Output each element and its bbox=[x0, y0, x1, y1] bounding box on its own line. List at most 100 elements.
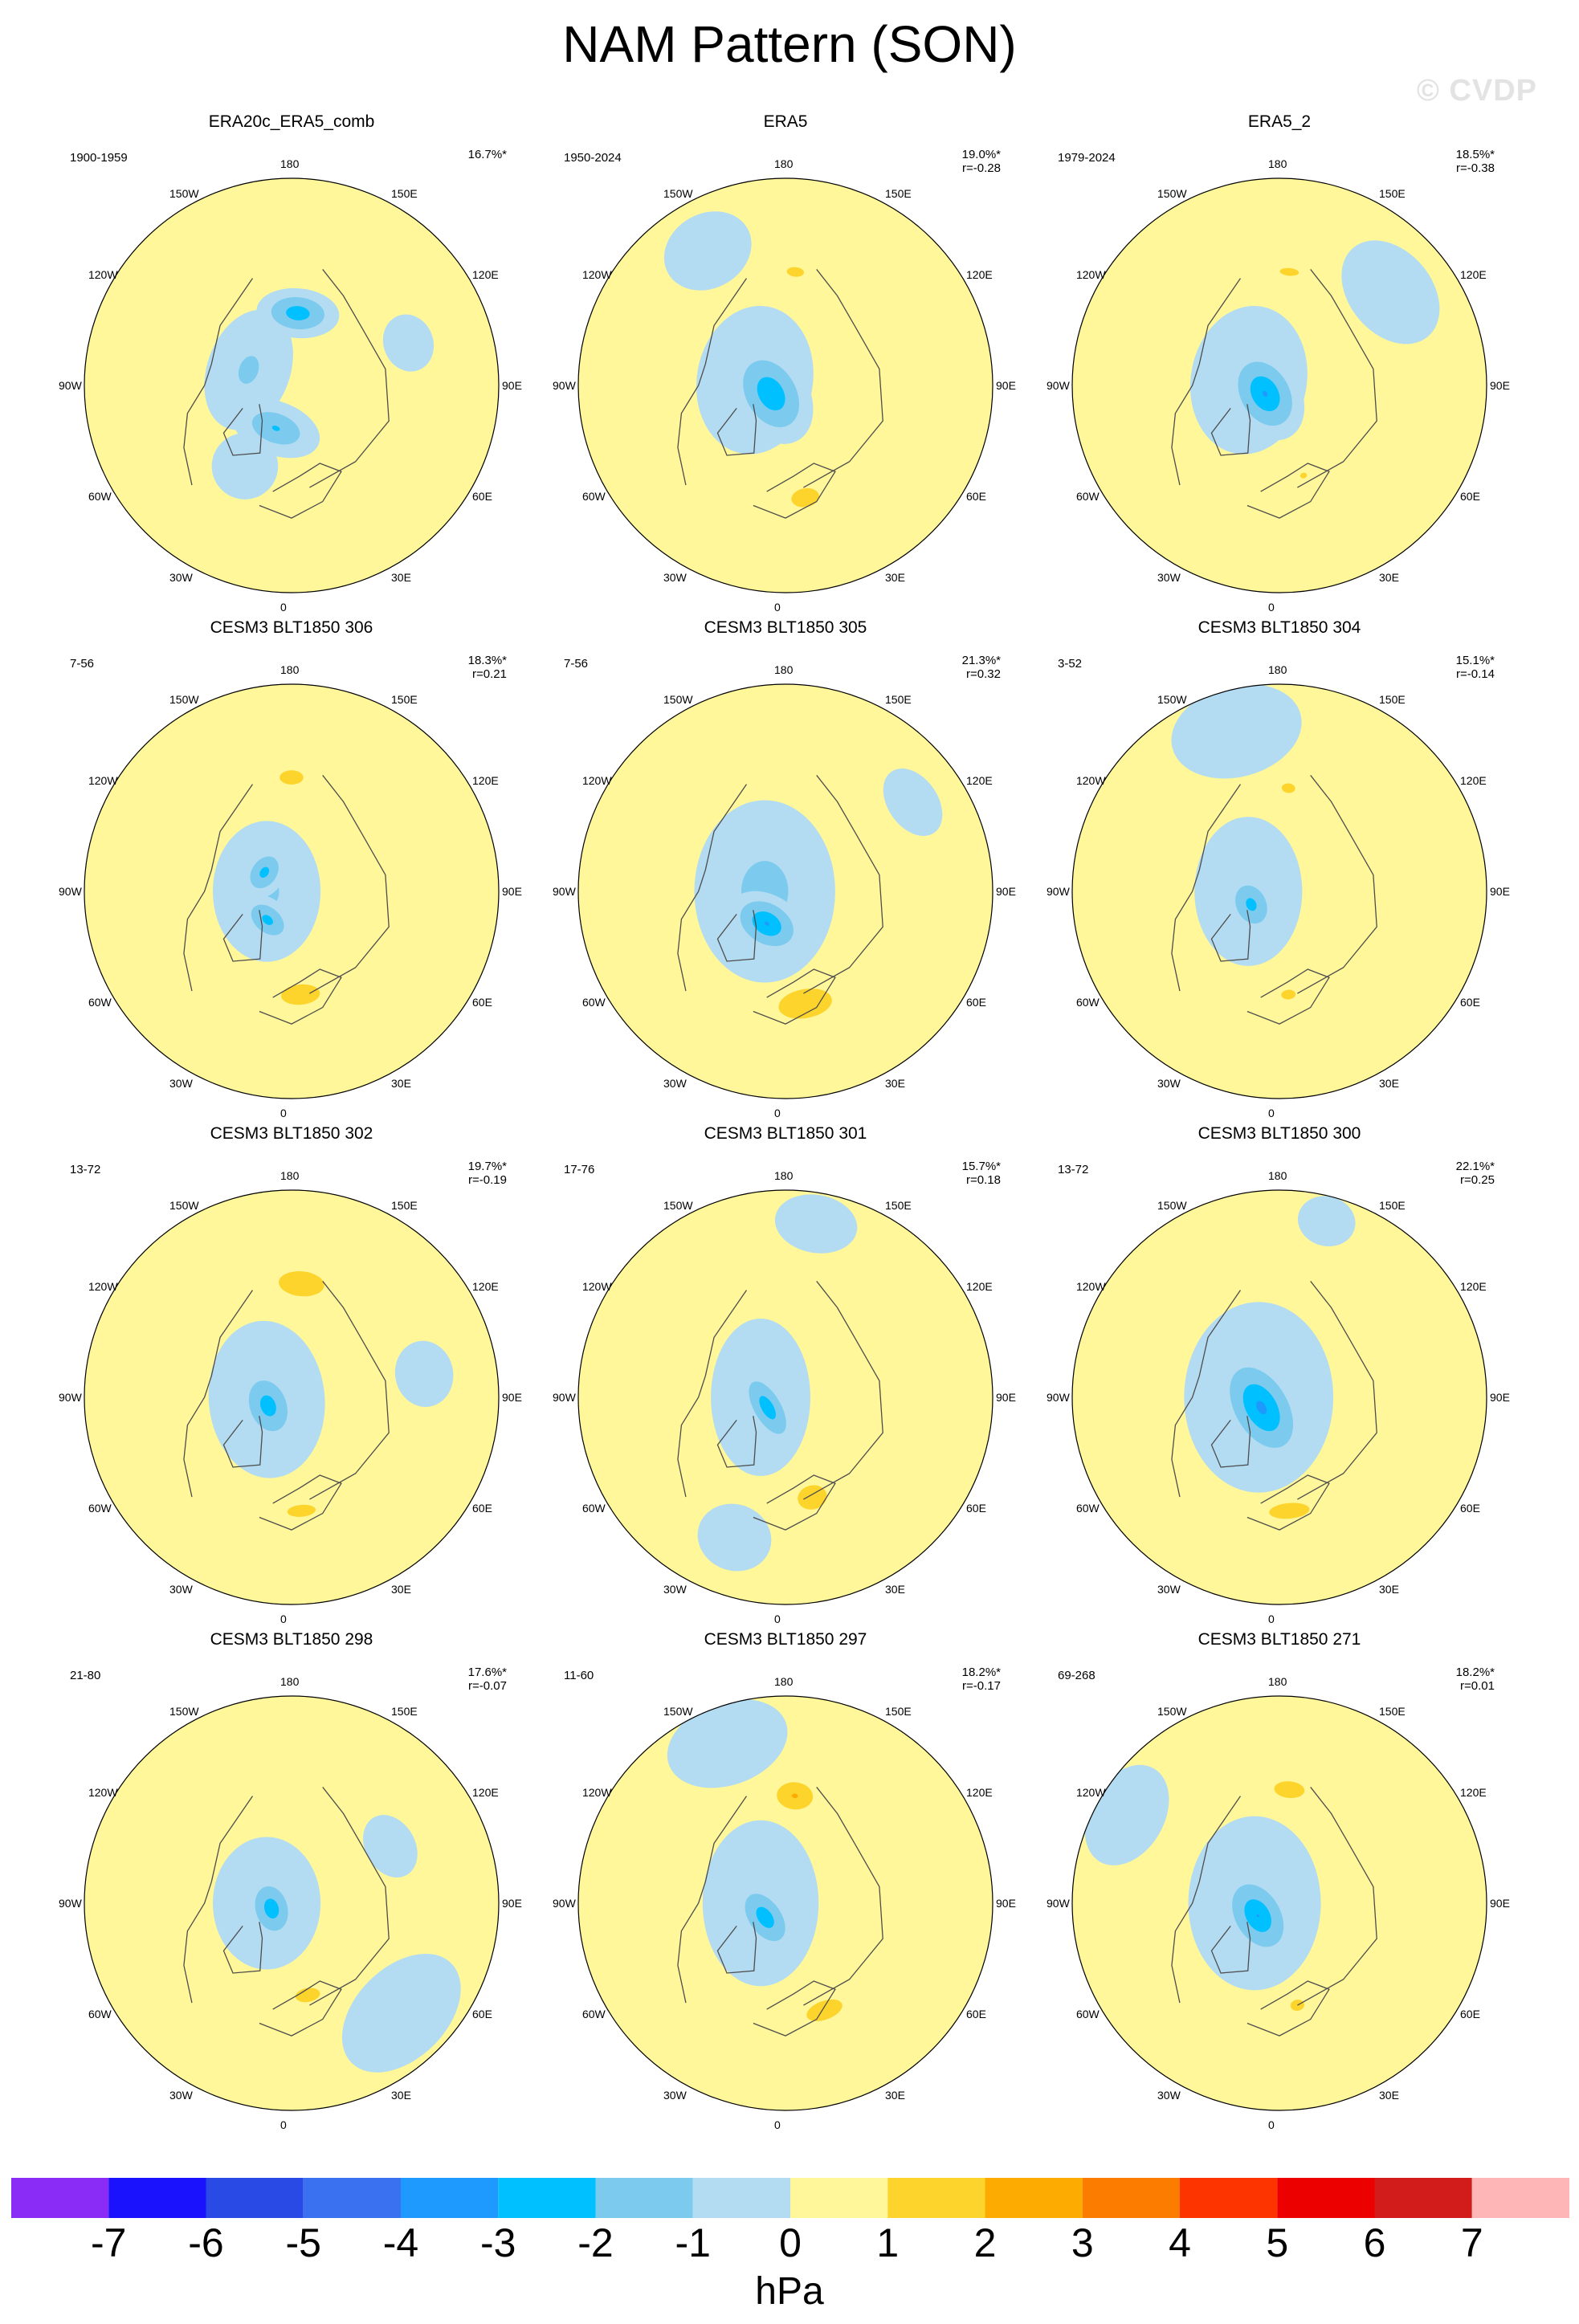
positive-anomaly bbox=[775, 756, 817, 787]
colorbar-tick: -2 bbox=[577, 2220, 614, 2265]
lon-label: 30W bbox=[1157, 1077, 1181, 1091]
lon-label: 30W bbox=[663, 2089, 687, 2102]
map-panel: CESM3 BLT1850 304 3-52 15.1%* r=-0.14 180 150… bbox=[1022, 618, 1536, 1124]
panel-pct: 18.2%* bbox=[961, 1666, 1001, 1679]
background-field bbox=[84, 178, 499, 593]
colorbar-swatch bbox=[108, 2178, 206, 2218]
panel-title: CESM3 BLT1850 297 bbox=[704, 1630, 867, 1649]
lon-label: 150W bbox=[663, 186, 693, 200]
colorbar-tick: 2 bbox=[973, 2220, 997, 2265]
lon-label: 90W bbox=[59, 379, 82, 392]
negative-anomaly bbox=[238, 356, 259, 384]
panel-title: CESM3 BLT1850 271 bbox=[1198, 1630, 1361, 1649]
coastline bbox=[716, 1416, 757, 1468]
negative-anomaly bbox=[1246, 898, 1257, 911]
lon-label: 150W bbox=[1157, 1198, 1187, 1212]
panel-pct: 18.3%* bbox=[467, 654, 507, 667]
colorbar-tick: -6 bbox=[188, 2220, 224, 2265]
panel-variance: 18.3%* r=0.21 bbox=[468, 654, 507, 681]
panel-pct: 19.0%* bbox=[961, 148, 1001, 161]
colorbar-swatch bbox=[303, 2178, 401, 2218]
lon-label: 60E bbox=[966, 490, 986, 503]
lon-label: 150E bbox=[885, 1198, 912, 1212]
positive-anomaly bbox=[1269, 1502, 1310, 1519]
panel-years: 7-56 bbox=[70, 657, 95, 671]
colorbar-tick: 6 bbox=[1363, 2220, 1386, 2265]
lon-label: 60W bbox=[581, 996, 606, 1009]
positive-anomaly bbox=[279, 1271, 324, 1297]
map-panel: CESM3 BLT1850 300 13-72 22.1%* r=0.25 180 150… bbox=[1022, 1124, 1536, 1630]
lon-label: 150E bbox=[885, 692, 912, 706]
lon-label: 30W bbox=[663, 571, 687, 585]
map-border bbox=[1071, 1189, 1487, 1605]
map-panel: CESM3 BLT1850 297 11-60 18.2%* r=-0.17 180 15… bbox=[528, 1630, 1042, 2136]
positive-anomaly bbox=[1274, 1781, 1305, 1799]
lon-label: 30E bbox=[885, 571, 905, 585]
coastline bbox=[259, 1980, 342, 2037]
map-panel: CESM3 BLT1850 305 7-56 21.3%* r=0.32 180 150E… bbox=[528, 618, 1042, 1124]
panel-pct: 22.1%* bbox=[1455, 1160, 1495, 1173]
lon-label: 150E bbox=[1379, 692, 1406, 706]
lon-label: 90E bbox=[502, 885, 522, 898]
lon-label: 30W bbox=[1157, 571, 1181, 585]
panel-variance: 21.3%* r=0.32 bbox=[962, 654, 1001, 681]
positive-anomaly bbox=[798, 1485, 827, 1510]
negative-anomaly bbox=[1256, 1914, 1259, 1918]
panel-corr: r=-0.14 bbox=[1456, 667, 1495, 681]
colorbar-swatch bbox=[1277, 2178, 1375, 2218]
coastline bbox=[677, 784, 748, 992]
lon-label: 150W bbox=[663, 1198, 693, 1212]
lon-label: 0 bbox=[1268, 601, 1275, 614]
coastline bbox=[1171, 784, 1242, 992]
lon-label: 0 bbox=[280, 1613, 287, 1625]
colorbar-tick: -3 bbox=[480, 2220, 516, 2265]
coastline bbox=[753, 1980, 836, 2037]
panel-title: ERA5 bbox=[763, 112, 808, 131]
negative-anomaly bbox=[262, 915, 273, 925]
colorbar-swatch bbox=[498, 2178, 596, 2218]
panel-corr: r=-0.28 bbox=[962, 161, 1001, 175]
panel-corr: r=-0.17 bbox=[962, 1679, 1001, 1693]
panel-years: 13-72 bbox=[1058, 1163, 1089, 1176]
lon-label: 60E bbox=[472, 2008, 492, 2020]
map-panel: ERA20c_ERA5_comb 1900-1959 16.7%* 180 150E 12… bbox=[35, 112, 549, 618]
lon-label: 180 bbox=[1268, 663, 1287, 676]
panel-title: CESM3 BLT1850 304 bbox=[1198, 618, 1361, 637]
lon-label: 90W bbox=[59, 1897, 82, 1910]
lon-label: 30E bbox=[1379, 1583, 1399, 1596]
lon-label: 60W bbox=[581, 1502, 606, 1515]
lon-label: 0 bbox=[1268, 2118, 1275, 2131]
negative-anomaly bbox=[756, 1906, 774, 1928]
colorbar-tick: 3 bbox=[1071, 2220, 1094, 2265]
coastline bbox=[677, 1290, 748, 1498]
positive-anomaly bbox=[791, 1793, 798, 1799]
lon-label: 150W bbox=[1157, 186, 1187, 200]
lon-label: 90W bbox=[59, 885, 82, 898]
lon-label: 150W bbox=[169, 692, 199, 706]
panel-title: ERA20c_ERA5_comb bbox=[208, 112, 375, 131]
coastline bbox=[1210, 1922, 1251, 1974]
positive-anomaly bbox=[1290, 2000, 1304, 2011]
map-border bbox=[1071, 177, 1487, 593]
colorbar bbox=[11, 2178, 1569, 2218]
positive-anomaly bbox=[778, 989, 832, 1019]
coastline bbox=[222, 1416, 263, 1468]
lon-label: 30E bbox=[1379, 1077, 1399, 1091]
panel-pct: 21.3%* bbox=[961, 654, 1001, 667]
polar-map bbox=[1071, 1695, 1487, 2111]
map-border bbox=[1071, 683, 1487, 1099]
positive-anomaly bbox=[1281, 989, 1296, 1000]
lon-label: 180 bbox=[774, 663, 794, 676]
coastline bbox=[309, 775, 390, 994]
coastline bbox=[183, 1290, 254, 1498]
polar-map bbox=[1071, 177, 1487, 593]
lon-label: 90E bbox=[1490, 885, 1510, 898]
lon-label: 90E bbox=[1490, 379, 1510, 392]
coastline bbox=[183, 784, 254, 992]
lon-label: 30E bbox=[391, 1583, 411, 1596]
coastline bbox=[716, 910, 757, 962]
lon-label: 60E bbox=[472, 1502, 492, 1515]
lon-label: 180 bbox=[280, 1675, 300, 1688]
lon-label: 180 bbox=[1268, 1169, 1287, 1182]
polar-map bbox=[577, 1189, 994, 1605]
